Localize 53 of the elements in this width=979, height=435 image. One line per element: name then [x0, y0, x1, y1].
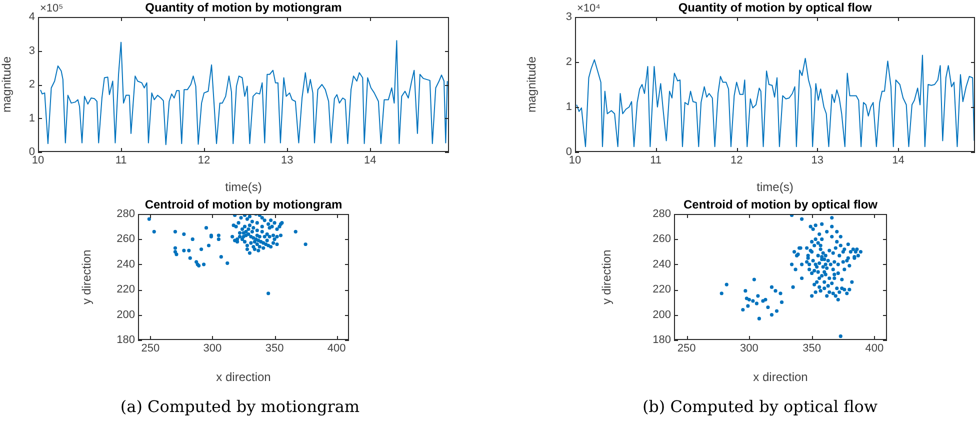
y-tick-label: 200	[116, 308, 135, 321]
x-axis-title: x direction	[753, 370, 808, 384]
y-tick-label: 3	[28, 44, 35, 57]
text: (a) Computed by motiongram	[119, 397, 361, 416]
y-axis-title: y direction	[80, 250, 94, 304]
x-tick-label: 12	[198, 154, 210, 167]
x-tick-label: 12	[730, 154, 743, 167]
chart-title: Centroid of motion by optical flow	[684, 197, 878, 212]
y-tick-label: 180	[116, 334, 135, 346]
y-tick-label: 260	[652, 233, 671, 246]
chart-title: Quantity of motion by optical flow	[678, 0, 872, 14]
x-tick-label: 400	[865, 342, 884, 355]
x-tick-label: 300	[203, 342, 222, 355]
y-tick-label: 280	[116, 208, 135, 220]
x-tick-label: 250	[677, 342, 696, 355]
x-tick-label: 300	[740, 342, 758, 355]
x-tick-label: 11	[650, 154, 662, 167]
y-tick-label: 4	[28, 11, 35, 24]
y-axis-title: y direction	[600, 250, 614, 304]
x-tick-label: 400	[327, 342, 346, 355]
y-tick-label: 280	[652, 208, 671, 220]
y-tick-label: 240	[116, 258, 135, 270]
x-axis-title: time(s)	[756, 180, 794, 194]
y-tick-label: 180	[652, 334, 671, 346]
x-tick-label: 10	[32, 154, 44, 167]
y-axis-title: magnitude	[0, 56, 14, 113]
x-tick-label: 14	[892, 154, 904, 167]
y-tick-label: 1	[566, 101, 572, 114]
x-tick-label: 10	[568, 154, 582, 167]
text: ×10⁴	[577, 2, 601, 15]
y-tick-label: 1	[28, 112, 35, 124]
y-tick-label: 2	[28, 78, 35, 91]
x-tick-label: 14	[364, 154, 376, 167]
chart-title: Centroid of motion by motiongram	[144, 197, 342, 212]
text: (b) Computed by optical flow	[641, 397, 879, 416]
x-tick-label: 350	[265, 342, 284, 355]
y-tick-label: 220	[652, 284, 671, 296]
x-tick-label: 13	[811, 154, 824, 167]
y-axis-title: magnitude	[524, 56, 539, 113]
x-axis-title: time(s)	[225, 180, 262, 194]
y-tick-label: 3	[566, 11, 572, 24]
y-tick-label: 220	[116, 284, 135, 296]
x-axis-title: x direction	[216, 370, 271, 384]
x-tick-label: 250	[141, 342, 160, 355]
y-tick-label: 2	[566, 56, 572, 68]
y-tick-label: 200	[652, 308, 671, 321]
x-tick-label: 11	[115, 154, 127, 167]
y-tick-label: 240	[652, 258, 671, 270]
text: ×10⁵	[40, 2, 64, 15]
x-tick-label: 13	[280, 154, 294, 167]
chart-title: Quantity of motion by motiongram	[145, 0, 342, 14]
x-tick-label: 350	[802, 342, 822, 355]
y-tick-label: 260	[116, 233, 135, 246]
